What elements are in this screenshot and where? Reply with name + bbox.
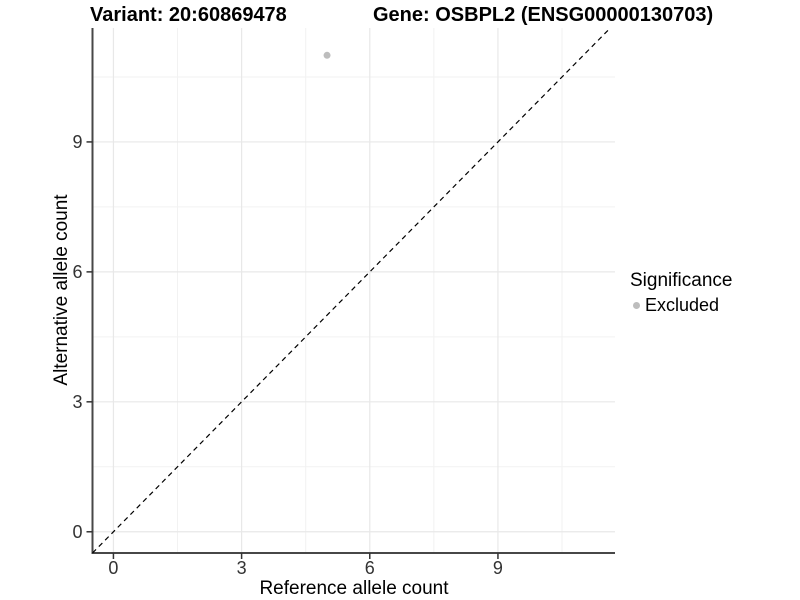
data-point — [323, 51, 331, 59]
legend: Significance Excluded — [630, 269, 732, 316]
legend-title: Significance — [630, 270, 733, 291]
x-tick-label: 0 — [108, 558, 118, 578]
y-axis-label: Alternative allele count — [51, 194, 72, 386]
identity-reference-line — [92, 27, 611, 554]
x-tick-label: 3 — [237, 558, 247, 578]
y-tick-label: 9 — [72, 132, 82, 152]
x-tick-label: 9 — [493, 558, 503, 578]
gene-title: Gene: OSBPL2 (ENSG00000130703) — [373, 4, 714, 26]
x-tick-label: 6 — [365, 558, 375, 578]
y-tick-label: 6 — [72, 262, 82, 282]
legend-key-dot — [633, 301, 640, 309]
panel-background — [92, 28, 615, 553]
y-tick-label: 0 — [72, 522, 82, 542]
x-axis-label: Reference allele count — [259, 578, 449, 599]
variant-title: Variant: 20:60869478 — [90, 4, 287, 26]
legend-item-excluded: Excluded — [630, 294, 732, 316]
y-tick-label: 3 — [72, 392, 82, 412]
legend-item-label: Excluded — [645, 294, 720, 315]
